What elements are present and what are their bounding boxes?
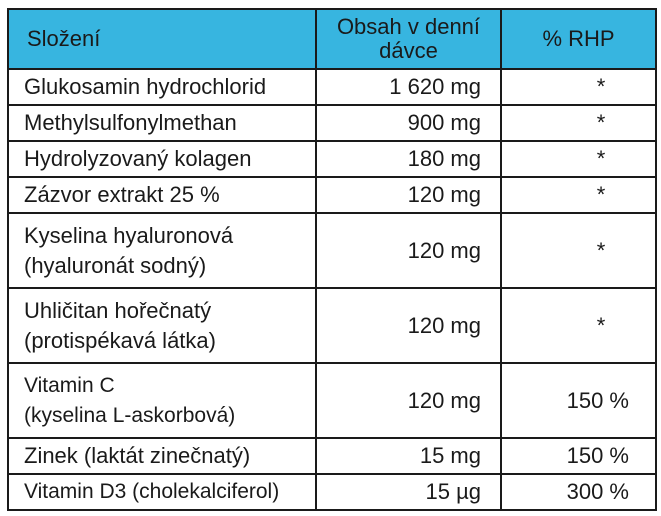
table-row: Uhličitan hořečnatý (protispékavá látka)… — [7, 287, 657, 364]
ingredient-rhp: 150 % — [500, 362, 657, 439]
table-row: Vitamin D3 (cholekalciferol) 15 µg 300 % — [7, 473, 657, 511]
ingredient-rhp: * — [500, 140, 657, 178]
ingredient-rhp: * — [500, 68, 657, 106]
ingredient-amount: 15 µg — [315, 473, 502, 511]
ingredient-amount: 1 620 mg — [315, 68, 502, 106]
ingredient-name: Uhličitan hořečnatý (protispékavá látka) — [7, 287, 317, 364]
ingredient-name-line1: Vitamin C — [24, 373, 115, 397]
ingredient-name-line1: Uhličitan hořečnatý — [24, 297, 212, 323]
ingredient-rhp: * — [500, 212, 657, 289]
ingredient-name: Hydrolyzovaný kolagen — [7, 140, 317, 178]
ingredient-rhp: * — [500, 287, 657, 364]
ingredient-amount: 900 mg — [315, 104, 502, 142]
header-rhp: % RHP — [500, 8, 657, 70]
ingredient-amount: 120 mg — [315, 287, 502, 364]
header-daily-amount-line2: dávce — [379, 38, 438, 63]
table-row: Zázvor extrakt 25 % 120 mg * — [7, 176, 657, 214]
ingredient-name-line2: (kyselina L-askorbová) — [24, 403, 236, 427]
header-daily-amount: Obsah v denní dávce — [315, 8, 502, 70]
table-header: Složení Obsah v denní dávce % RHP — [7, 8, 657, 70]
ingredient-amount: 120 mg — [315, 212, 502, 289]
ingredient-name-line2: (protispékavá látka) — [24, 327, 216, 353]
ingredient-name: Vitamin C (kyselina L-askorbová) — [7, 362, 317, 439]
table-row: Vitamin C (kyselina L-askorbová) 120 mg … — [7, 362, 657, 439]
table-row: Glukosamin hydrochlorid 1 620 mg * — [7, 68, 657, 106]
header-daily-amount-line1: Obsah v denní — [336, 14, 481, 39]
table-row: Methylsulfonylmethan 900 mg * — [7, 104, 657, 142]
ingredient-rhp: 150 % — [500, 437, 657, 475]
composition-table: Složení Obsah v denní dávce % RHP Glukos… — [7, 8, 657, 511]
table-row: Zinek (laktát zinečnatý) 15 mg 150 % — [7, 437, 657, 475]
ingredient-name: Vitamin D3 (cholekalciferol) — [7, 473, 317, 511]
ingredient-amount: 120 mg — [315, 176, 502, 214]
ingredient-name: Methylsulfonylmethan — [7, 104, 317, 142]
table-row: Kyselina hyaluronová (hyaluronát sodný) … — [7, 212, 657, 289]
ingredient-name: Glukosamin hydrochlorid — [7, 68, 317, 106]
ingredient-name-line2: (hyaluronát sodný) — [24, 252, 207, 278]
ingredient-name: Zinek (laktát zinečnatý) — [7, 437, 317, 475]
ingredient-name: Kyselina hyaluronová (hyaluronát sodný) — [7, 212, 317, 289]
table-row: Hydrolyzovaný kolagen 180 mg * — [7, 140, 657, 178]
ingredient-amount: 120 mg — [315, 362, 502, 439]
table-body: Glukosamin hydrochlorid 1 620 mg * Methy… — [7, 68, 657, 511]
ingredient-name: Zázvor extrakt 25 % — [7, 176, 317, 214]
ingredient-amount: 15 mg — [315, 437, 502, 475]
ingredient-rhp: * — [500, 176, 657, 214]
ingredient-name-line1: Kyselina hyaluronová — [24, 222, 234, 248]
ingredient-rhp: * — [500, 104, 657, 142]
ingredient-amount: 180 mg — [315, 140, 502, 178]
header-composition: Složení — [7, 8, 317, 70]
header-row: Složení Obsah v denní dávce % RHP — [7, 8, 657, 70]
ingredient-rhp: 300 % — [500, 473, 657, 511]
